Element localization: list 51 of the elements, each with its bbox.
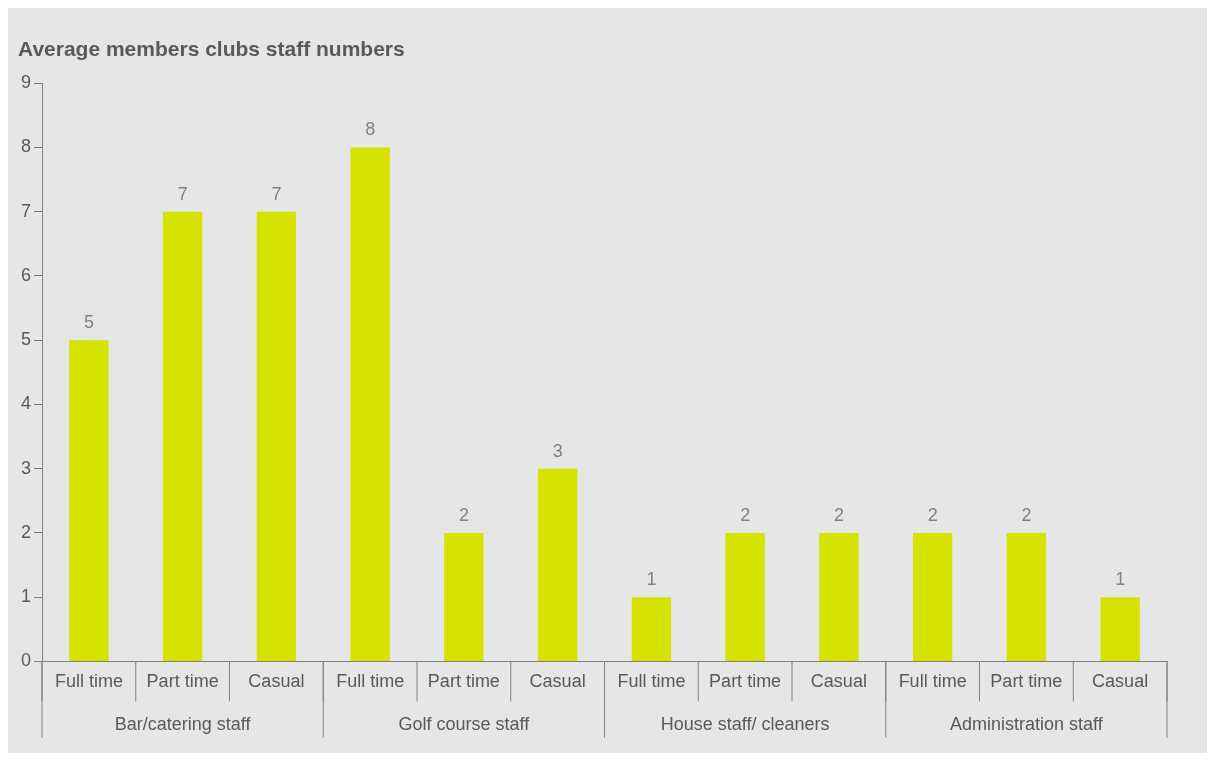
data-label: 8: [365, 119, 376, 140]
y-tick-label: 4: [21, 393, 32, 414]
data-label: 1: [1115, 569, 1126, 590]
y-tick-label: 6: [21, 264, 32, 285]
y-tick-label: 9: [21, 72, 32, 93]
x-tick-label: Casual: [529, 671, 586, 692]
text: Golf course staff: [398, 714, 531, 735]
x-tick-label: Part time: [990, 671, 1063, 692]
data-label: 5: [83, 312, 94, 333]
bar: [631, 597, 672, 661]
data-label: 3: [552, 440, 563, 461]
bar: [350, 147, 390, 661]
x-tick-label: Full time: [898, 671, 967, 692]
bar: [1006, 532, 1047, 661]
text: House staff/ cleaners: [660, 714, 830, 735]
y-tick-label: 3: [21, 457, 32, 478]
y-tick-label: 7: [21, 200, 32, 221]
x-tick-label: Part time: [709, 671, 782, 692]
x-tick-label: Full time: [54, 671, 123, 692]
data-label: 2: [1021, 504, 1032, 525]
y-tick-label: 0: [21, 650, 32, 671]
data-label: 2: [833, 504, 844, 525]
x-tick-label: Casual: [810, 671, 867, 692]
y-tick-label: 2: [21, 521, 32, 542]
x-tick-label: Part time: [427, 671, 500, 692]
bar: [162, 211, 203, 661]
data-label: 7: [271, 183, 282, 204]
data-label: 7: [177, 183, 188, 204]
bar: [69, 340, 109, 661]
chart-title: Average members clubs staff numbers: [18, 37, 405, 61]
data-label: 2: [927, 504, 938, 525]
data-label: 1: [646, 569, 657, 590]
x-tick-label: Full time: [336, 671, 405, 692]
data-label: 2: [458, 504, 469, 525]
x-tick-label: Casual: [1092, 671, 1149, 692]
bar: [819, 532, 859, 661]
bar: [912, 532, 953, 661]
bar: [444, 532, 484, 661]
data-label: 2: [740, 504, 751, 525]
y-tick-label: 8: [21, 136, 32, 157]
x-tick-label: Casual: [248, 671, 305, 692]
y-tick-label: 5: [21, 329, 32, 350]
bar: [537, 468, 578, 661]
y-tick-label: 1: [21, 586, 32, 607]
bar: [256, 211, 297, 661]
x-tick-label: Full time: [617, 671, 686, 692]
text: Administration staff: [950, 714, 1104, 735]
x-tick-label: Part time: [146, 671, 219, 692]
bar: [725, 532, 765, 661]
text: Bar/catering staff: [114, 714, 252, 735]
bar: [1100, 597, 1140, 661]
